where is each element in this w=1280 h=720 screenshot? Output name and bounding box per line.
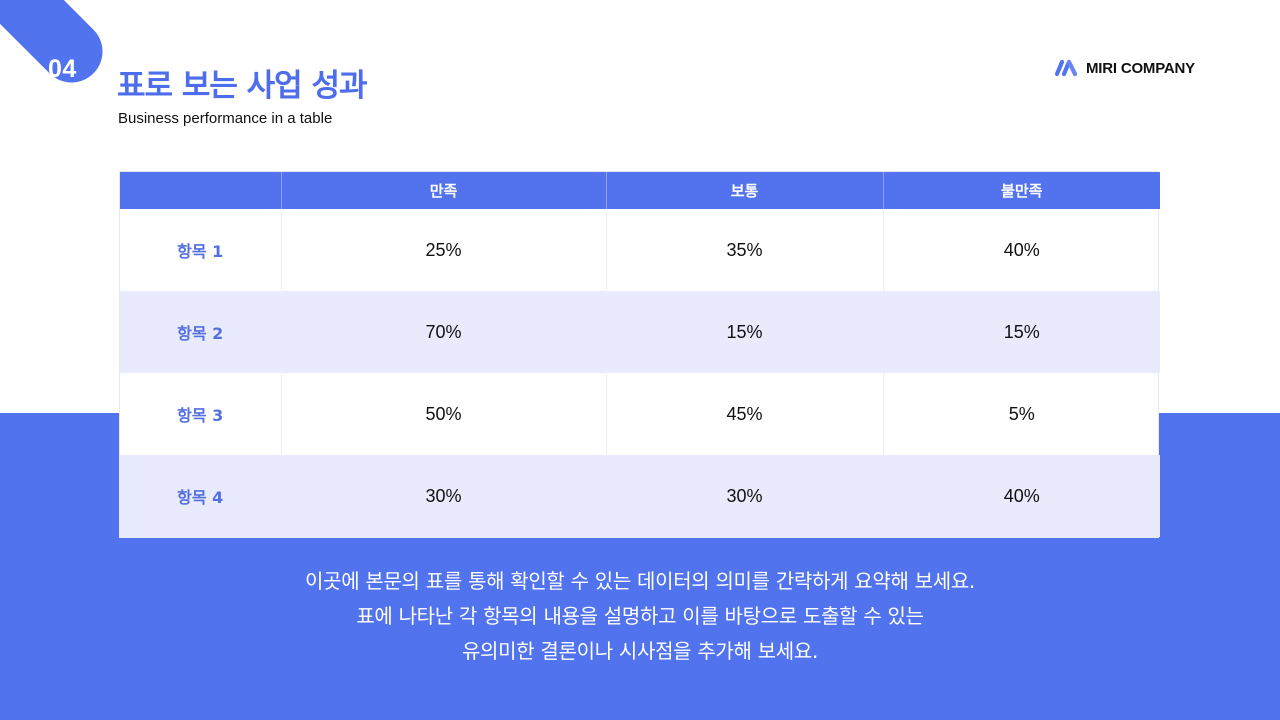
table-row: 항목 4 30% 30% 40% <box>120 455 1160 537</box>
cell-neutral: 35% <box>605 209 883 291</box>
cell-satisfied: 70% <box>280 291 606 373</box>
table-header-row: 만족 보통 불만족 <box>120 172 1160 209</box>
summary-line: 표에 나타난 각 항목의 내용을 설명하고 이를 바탕으로 도출할 수 있는 <box>356 604 924 628</box>
header-cell-satisfied: 만족 <box>280 172 606 209</box>
miri-logo-icon <box>1054 59 1078 77</box>
header-cell-neutral: 보통 <box>605 172 883 209</box>
brand-name: MIRI COMPANY <box>1086 59 1195 77</box>
cell-neutral: 15% <box>605 291 883 373</box>
cell-neutral: 45% <box>605 373 883 455</box>
summary-text: 이곳에 본문의 표를 통해 확인할 수 있는 데이터의 의미를 간략하게 요약해… <box>0 564 1280 669</box>
performance-table: 만족 보통 불만족 항목 1 25% 35% 40% 항목 2 70% 15% … <box>119 171 1160 538</box>
row-label: 항목 1 <box>177 242 224 261</box>
table-row: 항목 2 70% 15% 15% <box>120 291 1160 373</box>
brand-logo: MIRI COMPANY <box>1054 59 1195 77</box>
cell-satisfied: 30% <box>280 455 606 537</box>
cell-satisfied: 25% <box>280 209 606 291</box>
section-number: 04 <box>48 55 77 83</box>
summary-line: 이곳에 본문의 표를 통해 확인할 수 있는 데이터의 의미를 간략하게 요약해… <box>305 569 975 593</box>
cell-neutral: 30% <box>605 455 883 537</box>
table-row: 항목 3 50% 45% 5% <box>120 373 1160 455</box>
header-cell-empty <box>120 172 281 209</box>
row-label: 항목 3 <box>177 406 224 425</box>
row-label: 항목 2 <box>120 291 281 373</box>
cell-dissatisfied: 40% <box>882 455 1160 537</box>
page-subtitle: Business performance in a table <box>118 110 333 127</box>
summary-line: 유의미한 결론이나 시사점을 추가해 보세요. <box>461 639 819 663</box>
header-cell-dissatisfied: 불만족 <box>882 172 1160 209</box>
cell-satisfied: 50% <box>280 373 606 455</box>
page-title: 표로 보는 사업 성과 <box>117 68 368 104</box>
table-row: 항목 1 25% 35% 40% <box>120 209 1160 291</box>
cell-dissatisfied: 5% <box>882 373 1160 455</box>
cell-dissatisfied: 15% <box>882 291 1160 373</box>
row-label: 항목 4 <box>120 455 281 537</box>
cell-dissatisfied: 40% <box>882 209 1160 291</box>
